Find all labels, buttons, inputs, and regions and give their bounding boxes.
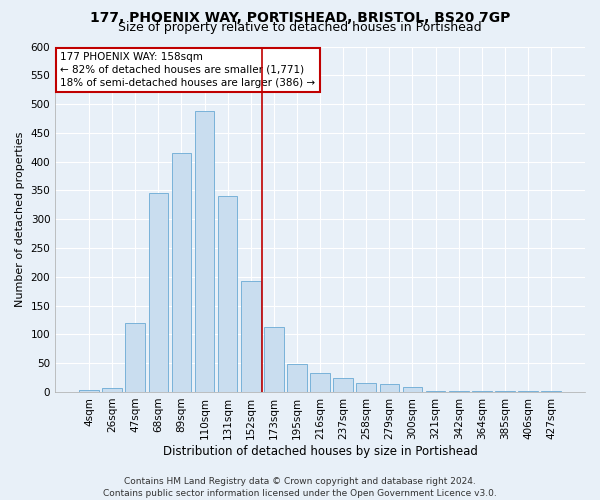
- Y-axis label: Number of detached properties: Number of detached properties: [15, 132, 25, 307]
- Text: Size of property relative to detached houses in Portishead: Size of property relative to detached ho…: [118, 21, 482, 34]
- Bar: [149, 194, 168, 392]
- Bar: [426, 391, 445, 392]
- X-axis label: Distribution of detached houses by size in Portishead: Distribution of detached houses by size …: [163, 444, 478, 458]
- Bar: [241, 281, 260, 392]
- Bar: [79, 390, 99, 392]
- Bar: [403, 388, 422, 392]
- Bar: [125, 323, 145, 392]
- Bar: [380, 384, 399, 392]
- Bar: [287, 364, 307, 392]
- Bar: [172, 153, 191, 392]
- Bar: [334, 378, 353, 392]
- Bar: [310, 373, 330, 392]
- Bar: [356, 382, 376, 392]
- Bar: [264, 327, 284, 392]
- Bar: [103, 388, 122, 392]
- Text: 177 PHOENIX WAY: 158sqm
← 82% of detached houses are smaller (1,771)
18% of semi: 177 PHOENIX WAY: 158sqm ← 82% of detache…: [61, 52, 316, 88]
- Bar: [218, 196, 238, 392]
- Text: 177, PHOENIX WAY, PORTISHEAD, BRISTOL, BS20 7GP: 177, PHOENIX WAY, PORTISHEAD, BRISTOL, B…: [90, 11, 510, 25]
- Bar: [195, 111, 214, 392]
- Text: Contains HM Land Registry data © Crown copyright and database right 2024.
Contai: Contains HM Land Registry data © Crown c…: [103, 476, 497, 498]
